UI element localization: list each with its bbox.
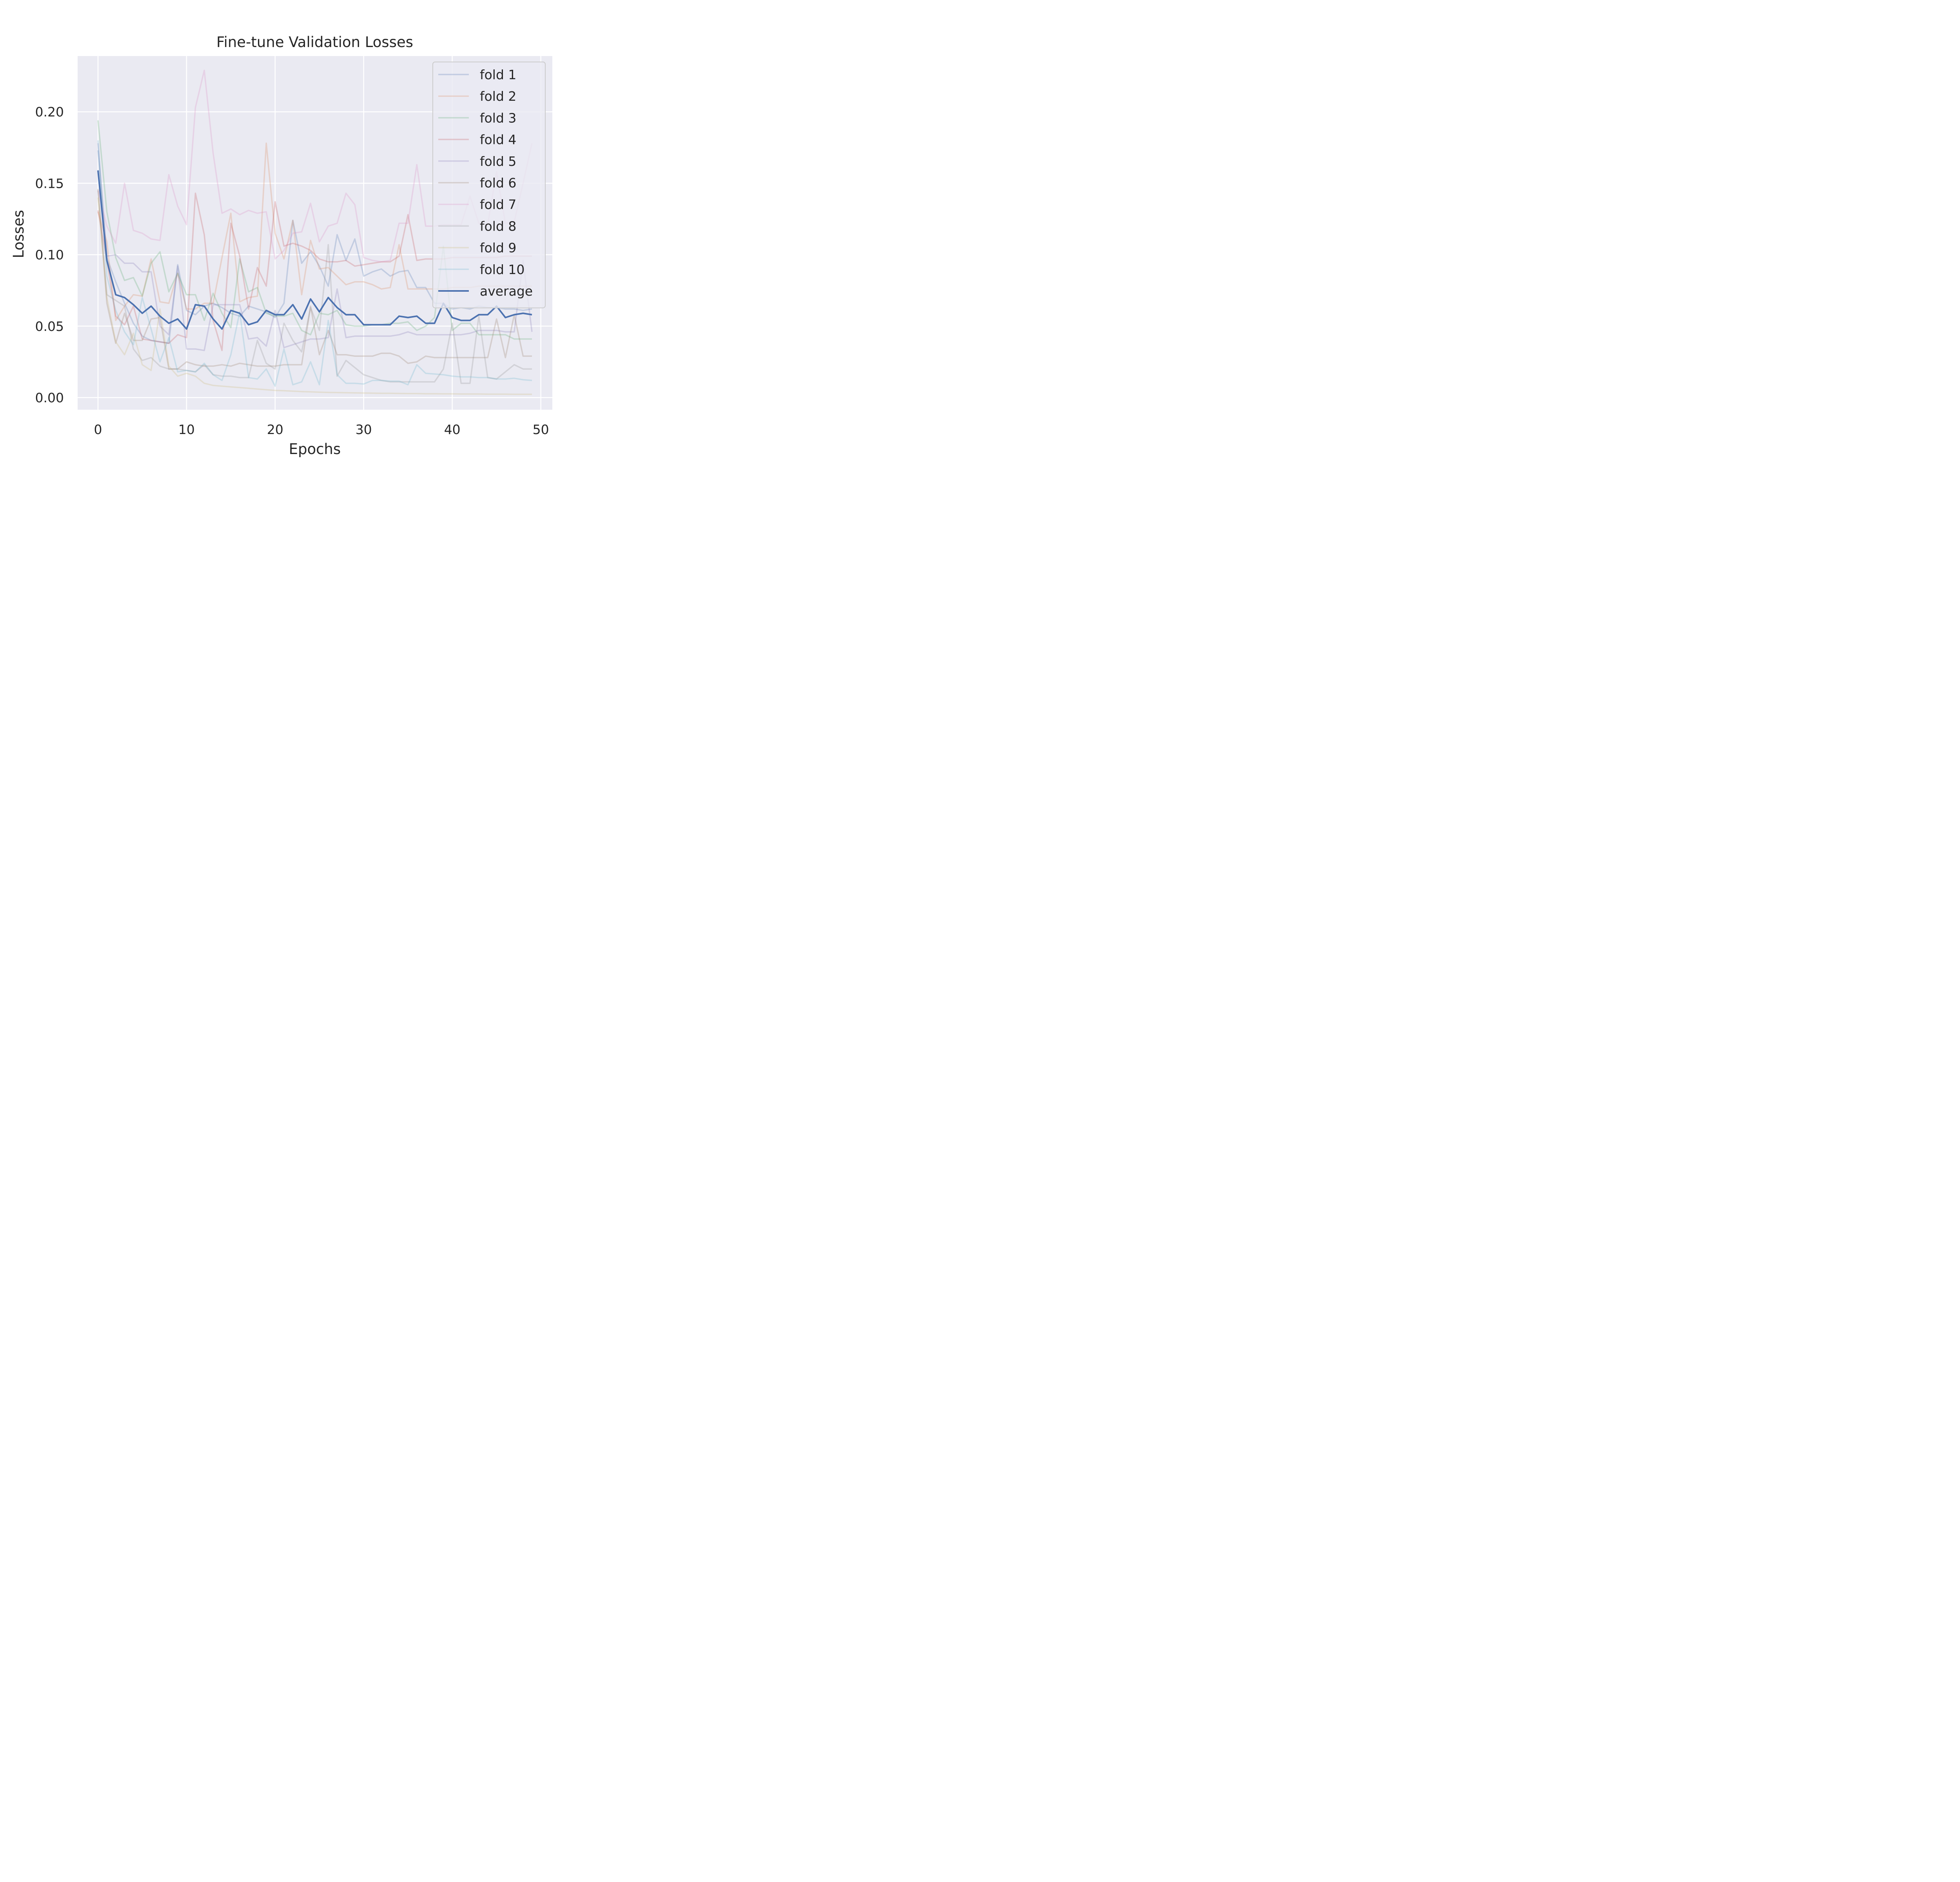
x-tick-label: 0 [94,422,102,437]
series-line-fold-3 [97,120,532,340]
x-axis-label: Epochs [289,441,341,458]
legend-label: average [480,283,533,299]
x-tick-label: 20 [267,422,283,437]
x-tick-label: 50 [533,422,549,437]
legend-label: fold 6 [480,175,516,191]
series-line-fold-9 [97,197,532,395]
y-tick-label: 0.05 [35,319,64,334]
series-line-fold-10 [97,140,532,387]
y-tick-label: 0.15 [35,176,64,191]
legend-label: fold 1 [480,67,516,82]
legend-box [432,62,546,309]
y-tick-label: 0.20 [35,104,64,120]
legend-label: fold 7 [480,197,516,212]
legend-label: fold 9 [480,240,516,256]
x-tick-label: 40 [444,422,461,437]
legend-label: fold 10 [480,262,524,277]
series-line-fold-8 [97,190,532,384]
x-tick-label: 10 [178,422,195,437]
x-tick-label: 30 [356,422,372,437]
y-tick-labels: 0.00 0.05 0.10 0.15 0.20 [35,104,64,405]
legend-label: fold 5 [480,154,516,169]
y-tick-label: 0.00 [35,390,64,405]
series-lines [97,69,533,395]
chart-title: Fine-tune Validation Losses [216,34,413,51]
chart: 0 10 20 30 40 50 0.00 0.05 0.10 0.15 0.20 Fine-tu… [0,0,607,458]
legend-label: fold 8 [480,218,516,234]
y-tick-label: 0.10 [35,247,64,263]
x-tick-labels: 0 10 20 30 40 50 [94,422,549,437]
legend-label: fold 3 [480,110,516,125]
y-axis-label: Losses [10,210,27,258]
legend-label: fold 2 [480,89,516,104]
series-line-fold-6 [97,189,532,370]
legend-label: fold 4 [480,132,516,147]
series-line-average [97,170,532,330]
legend: fold 1 fold 2 fold 3 fold 4 fold 5 fold 6 fold… [432,62,546,309]
